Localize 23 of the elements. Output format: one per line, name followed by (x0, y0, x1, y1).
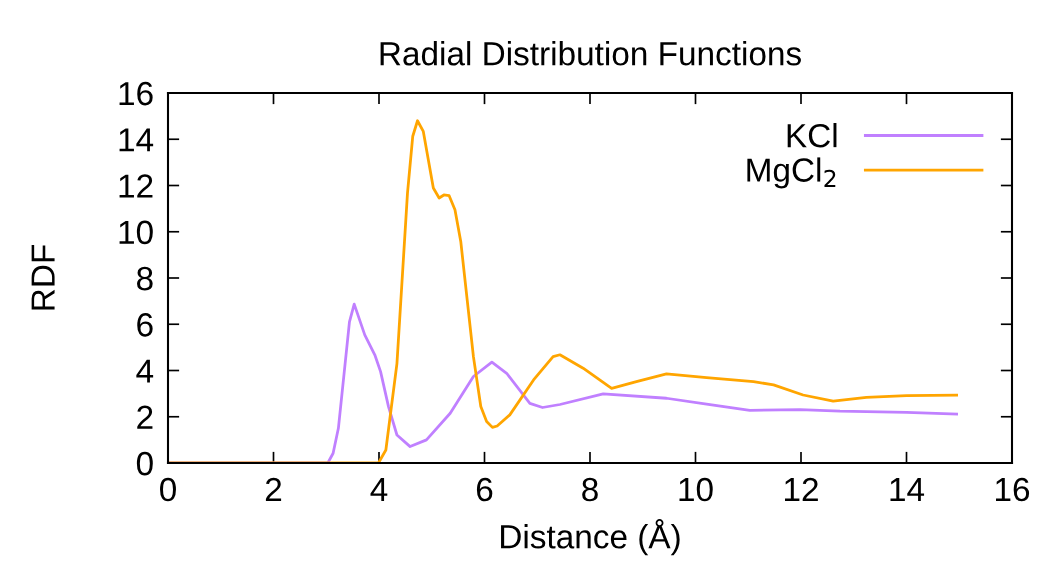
y-tick-label: 6 (137, 313, 153, 337)
x-tick-label: 14 (890, 478, 925, 502)
x-tick-label: 0 (160, 477, 176, 502)
y-tick-label: 0 (136, 451, 153, 476)
y-tick-label: 10 (119, 220, 153, 245)
y-tick-label: 12 (119, 174, 153, 198)
y-axis-title: RDF (31, 245, 55, 310)
x-axis-title: Distance (Å) (501, 519, 680, 556)
y-tick-label: 14 (119, 128, 154, 152)
x-tick-label: 4 (370, 478, 388, 502)
legend-label: KCl (787, 123, 837, 148)
legend-label: MgCl$_{2}$ (747, 157, 836, 189)
x-tick-label: 2 (265, 477, 282, 502)
x-tick-label: 12 (785, 477, 818, 502)
y-tick-label: 8 (137, 266, 153, 291)
x-tick-label: 10 (679, 477, 713, 502)
y-tick-label: 16 (119, 81, 153, 106)
y-tick-label: 4 (136, 359, 154, 383)
x-tick-label: 6 (476, 477, 493, 502)
x-tick-label: 16 (996, 477, 1030, 502)
chart-title: Radial Distribution Functions (380, 41, 801, 66)
y-tick-label: 2 (137, 405, 153, 429)
x-tick-label: 8 (582, 477, 598, 502)
